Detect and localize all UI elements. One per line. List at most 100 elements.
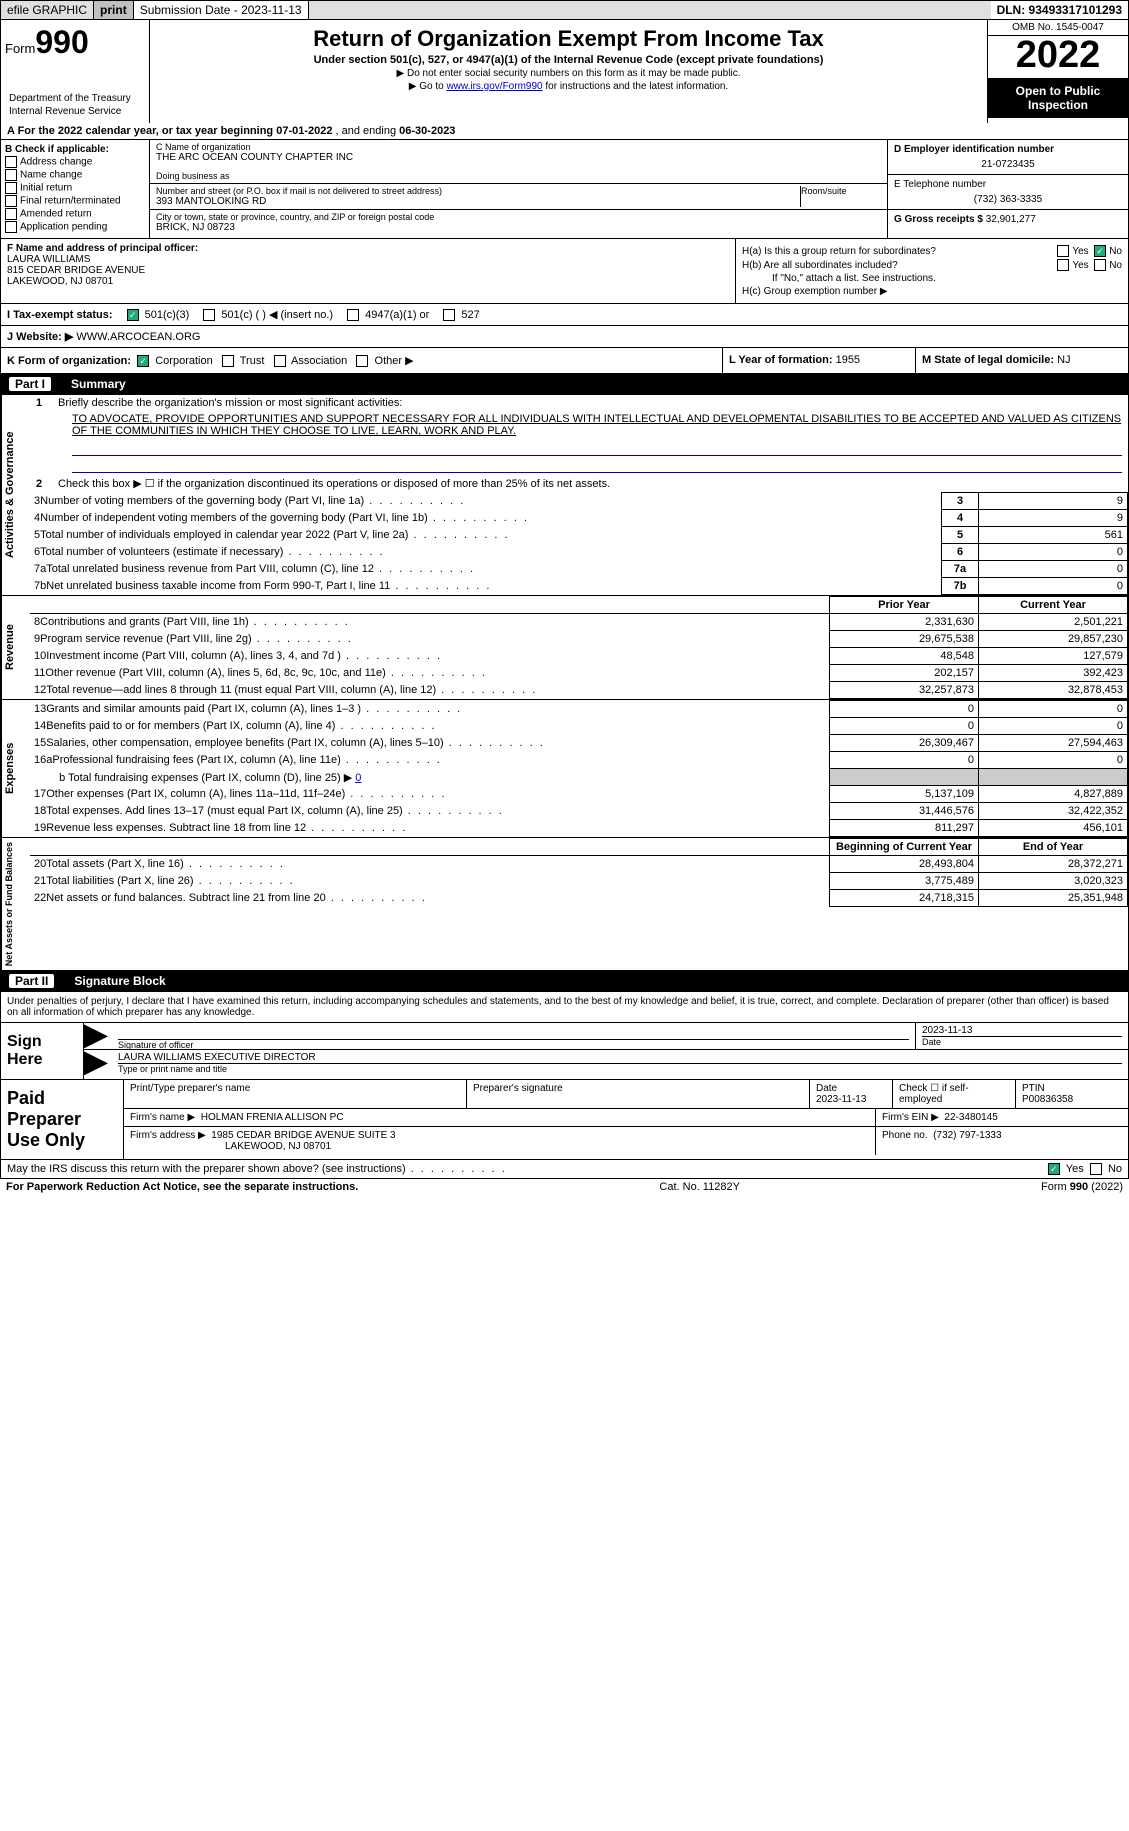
form-number: Form990 (5, 24, 145, 61)
chk-application[interactable]: Application pending (5, 221, 145, 233)
firm-addr-label: Firm's address ▶ (130, 1130, 206, 1141)
mission-text: TO ADVOCATE, PROVIDE OPPORTUNITIES AND S… (30, 411, 1128, 439)
sig-declaration: Under penalties of perjury, I declare th… (0, 992, 1129, 1023)
part2-title: Signature Block (74, 974, 165, 988)
chk-corp[interactable] (137, 355, 149, 367)
firm-name-label: Firm's name ▶ (130, 1112, 195, 1123)
print-button[interactable]: print (94, 1, 134, 19)
row-klm: K Form of organization: Corporation Trus… (0, 348, 1129, 374)
firm-name-value: HOLMAN FRENIA ALLISON PC (201, 1112, 344, 1123)
chk-address[interactable]: Address change (5, 156, 145, 168)
firm-addr1: 1985 CEDAR BRIDGE AVENUE SUITE 3 (211, 1130, 395, 1141)
vtab-activities: Activities & Governance (1, 395, 30, 595)
sign-here-label: Sign Here (1, 1023, 84, 1079)
hb-note: If "No," attach a list. See instructions… (742, 273, 1122, 284)
chk-trust[interactable] (222, 355, 234, 367)
hdr-begin: Beginning of Current Year (830, 839, 979, 856)
officer-addr2: LAKEWOOD, NJ 08701 (7, 276, 729, 287)
open-inspection: Open to Public Inspection (988, 78, 1128, 118)
i-label: I Tax-exempt status: (7, 309, 113, 321)
section-revenue: Revenue Prior Year Current Year 8Contrib… (0, 596, 1129, 700)
table-row: 9Program service revenue (Part VIII, lin… (30, 631, 1128, 648)
table-row: 6Total number of volunteers (estimate if… (30, 544, 1128, 561)
officer-name: LAURA WILLIAMS (7, 254, 729, 265)
footer-right: Form 990 (2022) (1041, 1181, 1123, 1193)
chk-name[interactable]: Name change (5, 169, 145, 181)
mission-blank1 (72, 441, 1122, 456)
website-value: WWW.ARCOCEAN.ORG (76, 331, 200, 343)
tax-year: 2022 (988, 36, 1128, 78)
table-row: 18Total expenses. Add lines 13–17 (must … (30, 803, 1128, 820)
ptin-label: PTIN (1022, 1083, 1045, 1094)
chk-assoc[interactable] (274, 355, 286, 367)
section-bcd: B Check if applicable: Address change Na… (0, 140, 1129, 239)
sign-here-block: Sign Here Signature of officer 2023-11-1… (0, 1023, 1129, 1080)
officer-addr1: 815 CEDAR BRIDGE AVENUE (7, 265, 729, 276)
hb-yes[interactable] (1057, 259, 1069, 271)
state-domicile: NJ (1057, 354, 1070, 366)
firm-addr2: LAKEWOOD, NJ 08701 (130, 1141, 331, 1152)
table-netassets: Beginning of Current Year End of Year 20… (30, 838, 1128, 907)
table-row: 7aTotal unrelated business revenue from … (30, 561, 1128, 578)
part2-label: Part II (9, 974, 54, 988)
may-no[interactable] (1090, 1163, 1102, 1175)
chk-527[interactable] (443, 309, 455, 321)
hdr-end: End of Year (979, 839, 1128, 856)
table-row: 8Contributions and grants (Part VIII, li… (30, 614, 1128, 631)
hb-no[interactable] (1094, 259, 1106, 271)
hc-question: H(c) Group exemption number ▶ (742, 286, 1122, 297)
firm-ein-label: Firm's EIN ▶ (882, 1112, 939, 1123)
k-label: K Form of organization: (7, 355, 131, 367)
arrow-icon (84, 1024, 108, 1048)
footer-mid: Cat. No. 11282Y (659, 1181, 740, 1193)
part1-header: Part I Summary (0, 374, 1129, 395)
line2-text: Check this box ▶ ☐ if the organization d… (58, 478, 610, 490)
line1-label: Briefly describe the organization's miss… (58, 397, 402, 409)
b-label: B Check if applicable: (5, 144, 145, 155)
table-expenses: 13Grants and similar amounts paid (Part … (30, 700, 1128, 837)
irs-link[interactable]: www.irs.gov/Form990 (446, 81, 542, 92)
ha-no[interactable] (1094, 245, 1106, 257)
chk-501c[interactable] (203, 309, 215, 321)
sig-date-label: Date (922, 1036, 1122, 1047)
section-activities: Activities & Governance 1Briefly describ… (0, 395, 1129, 596)
form-title: Return of Organization Exempt From Incom… (158, 26, 979, 52)
row-j-website: J Website: ▶ WWW.ARCOCEAN.ORG (0, 326, 1129, 348)
chk-final[interactable]: Final return/terminated (5, 195, 145, 207)
vtab-revenue: Revenue (1, 596, 30, 699)
may-text: May the IRS discuss this return with the… (7, 1163, 1048, 1175)
chk-amended[interactable]: Amended return (5, 208, 145, 220)
row-a-tax-year: A For the 2022 calendar year, or tax yea… (0, 123, 1129, 140)
part1-label: Part I (9, 377, 51, 391)
ha-question: H(a) Is this a group return for subordin… (742, 246, 1057, 257)
firm-phone-value: (732) 797-1333 (933, 1130, 1001, 1141)
vtab-expenses: Expenses (1, 700, 30, 837)
ein-value: 21-0723435 (894, 159, 1122, 170)
line16b-val: 0 (355, 772, 361, 784)
c-name-label: C Name of organization (156, 142, 881, 152)
print-name-label: Print/Type preparer's name (130, 1083, 460, 1094)
firm-phone-label: Phone no. (882, 1130, 928, 1141)
col-d-ein: D Employer identification number 21-0723… (888, 140, 1128, 238)
may-yes[interactable] (1048, 1163, 1060, 1175)
prep-date-value: 2023-11-13 (816, 1094, 866, 1105)
col-c-org: C Name of organization THE ARC OCEAN COU… (150, 140, 888, 238)
table-row: 21Total liabilities (Part X, line 26)3,7… (30, 873, 1128, 890)
chk-501c3[interactable] (127, 309, 139, 321)
dept-treasury: Department of the Treasury (5, 91, 145, 106)
g-gross-label: G Gross receipts $ (894, 214, 983, 225)
form-note1: ▶ Do not enter social security numbers o… (158, 68, 979, 79)
chk-initial[interactable]: Initial return (5, 182, 145, 194)
e-phone-label: E Telephone number (894, 179, 1122, 190)
table-row: 15Salaries, other compensation, employee… (30, 735, 1128, 752)
table-row: 13Grants and similar amounts paid (Part … (30, 701, 1128, 718)
top-bar: efile GRAPHIC print Submission Date - 20… (0, 0, 1129, 20)
ha-yes[interactable] (1057, 245, 1069, 257)
table-row: 20Total assets (Part X, line 16)28,493,8… (30, 856, 1128, 873)
line16b-label: b Total fundraising expenses (Part IX, c… (59, 772, 352, 784)
chk-4947[interactable] (347, 309, 359, 321)
chk-other[interactable] (356, 355, 368, 367)
prep-check-label: Check ☐ if self-employed (893, 1080, 1016, 1108)
hb-question: H(b) Are all subordinates included? (742, 260, 1057, 271)
f-label: F Name and address of principal officer: (7, 243, 729, 254)
